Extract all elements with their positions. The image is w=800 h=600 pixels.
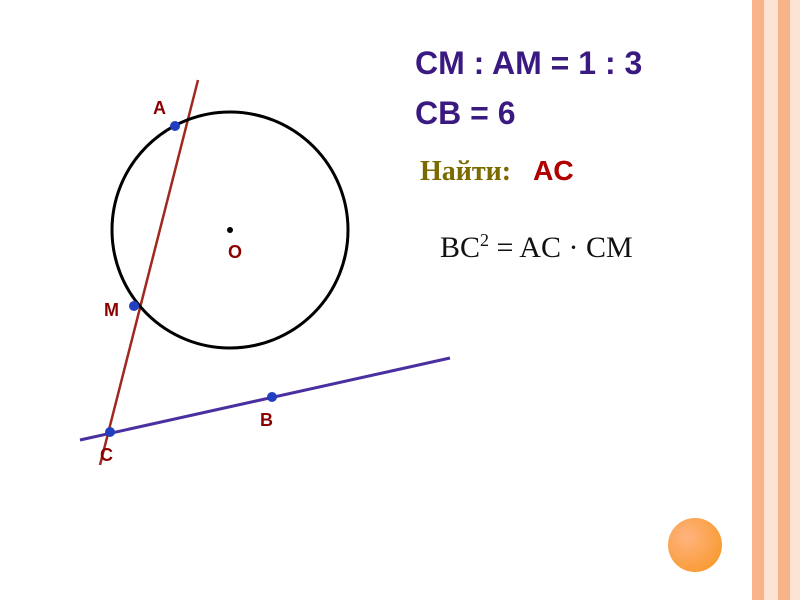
label-o: O (228, 242, 242, 263)
formula-dot: · (561, 231, 586, 264)
find-label: Найти: (420, 156, 511, 187)
label-a: A (153, 98, 166, 119)
secant-line (100, 80, 198, 465)
point-c (105, 427, 115, 437)
label-m: M (104, 300, 119, 321)
formula-eq: = (489, 231, 519, 264)
given-cb: CB = 6 (415, 95, 515, 132)
find-target: AC (533, 155, 573, 186)
formula-exp: 2 (480, 230, 489, 250)
point-b (267, 392, 277, 402)
find-row: Найти: AC (420, 155, 574, 188)
point-a (170, 121, 180, 131)
given-ratio: CM : AM = 1 : 3 (415, 45, 642, 82)
formula-lhs: BC (440, 231, 480, 264)
label-b: B (260, 410, 273, 431)
formula-r2: CM (586, 231, 633, 264)
center-point (227, 227, 233, 233)
point-m (129, 301, 139, 311)
formula: BC2 = AC · CM (440, 230, 633, 265)
formula-r1: AC (519, 231, 561, 264)
geometry-diagram (0, 0, 800, 600)
label-c: C (100, 445, 113, 466)
